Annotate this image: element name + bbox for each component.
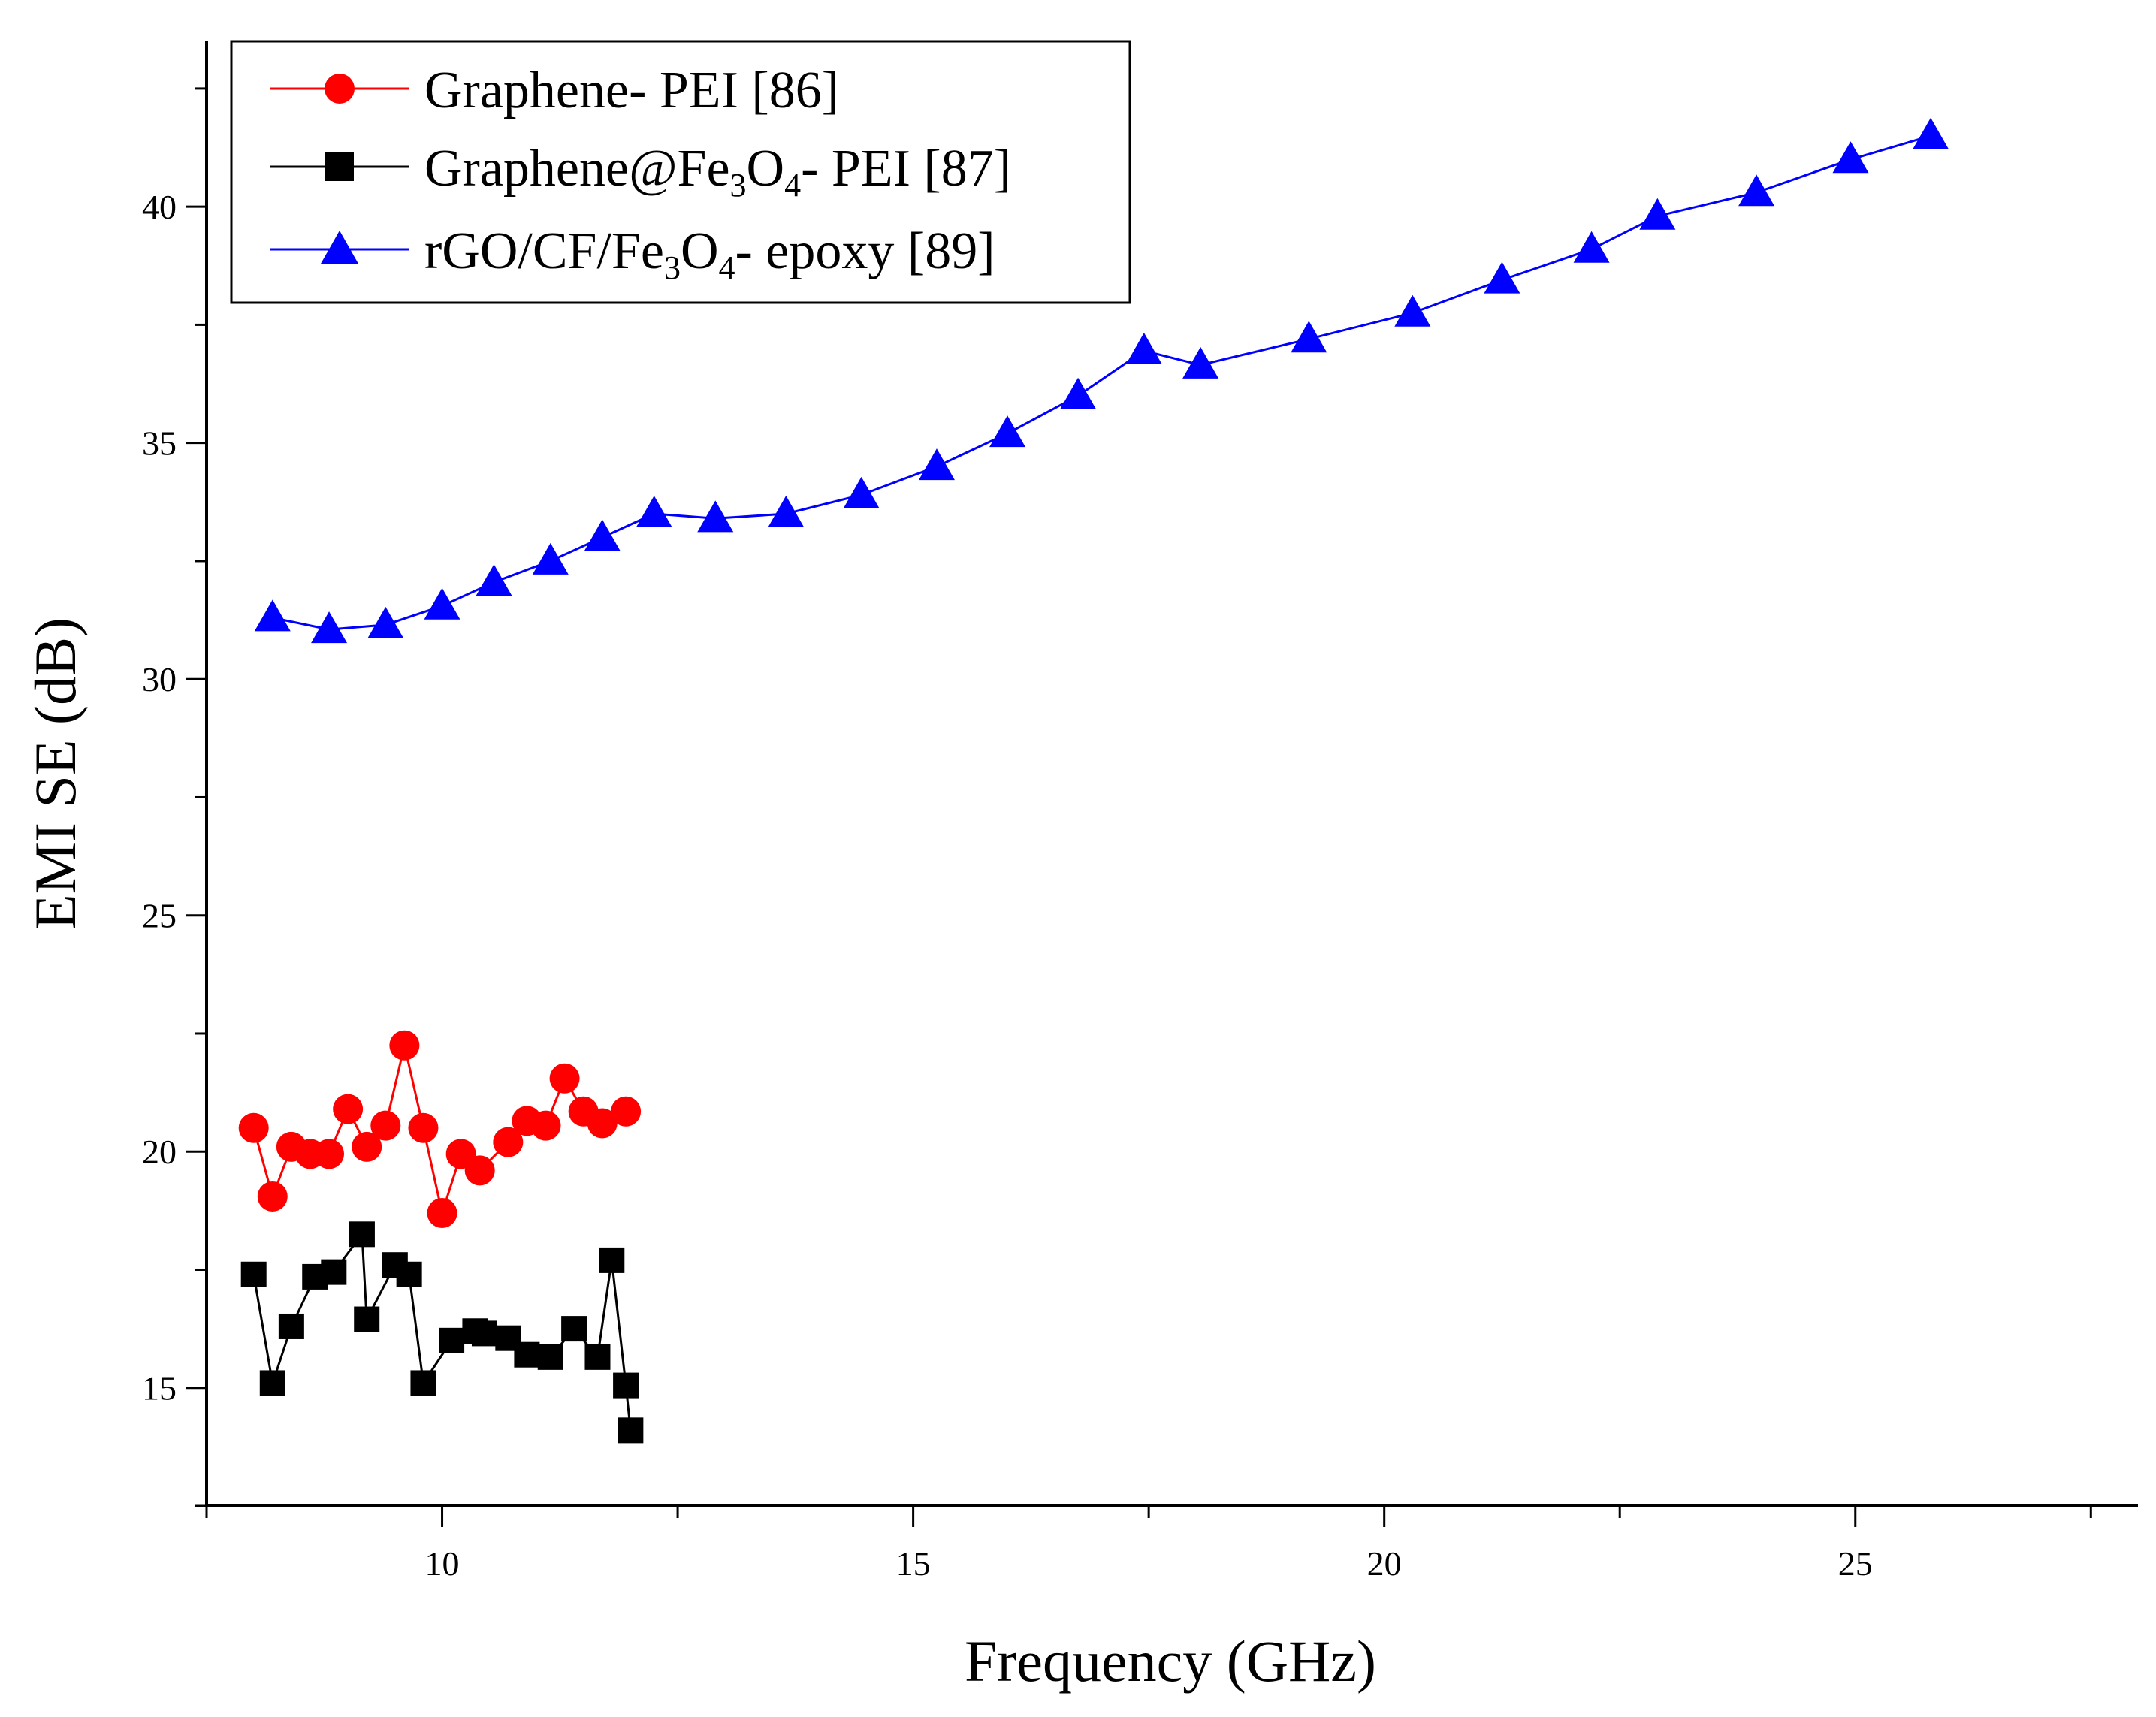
data-point <box>918 448 955 481</box>
legend-marker-circle <box>325 74 355 104</box>
data-point <box>587 1108 618 1139</box>
legend-entry-graphene-pei: Graphene- PEI [86] <box>270 62 839 119</box>
data-point <box>1182 346 1219 379</box>
data-point <box>476 564 512 596</box>
data-point <box>1291 321 1327 353</box>
series-0 <box>238 1030 642 1228</box>
data-point <box>561 1316 587 1342</box>
data-point <box>697 500 734 533</box>
data-point <box>530 1110 561 1141</box>
x-tick-label: 10 <box>425 1544 460 1583</box>
data-point <box>611 1096 642 1127</box>
legend-marker-triangle <box>321 231 358 264</box>
data-point <box>427 1198 457 1228</box>
legend-label-graphene-pei: Graphene- PEI [86] <box>424 62 839 119</box>
data-point <box>532 542 569 575</box>
data-point <box>989 415 1026 448</box>
data-point <box>843 476 880 508</box>
data-point <box>493 1127 524 1157</box>
data-point <box>370 1110 401 1141</box>
data-point <box>439 1327 465 1353</box>
data-point <box>259 1370 285 1396</box>
x-ticks: 10 15 20 25 <box>205 1506 2092 1583</box>
data-point <box>514 1341 540 1368</box>
y-axis-title: EMI SE (dB) <box>23 617 88 930</box>
y-tick-label: 25 <box>142 897 177 935</box>
y-tick-label: 15 <box>142 1369 177 1408</box>
data-point <box>333 1094 364 1124</box>
data-point <box>257 1181 288 1212</box>
data-point <box>367 606 404 638</box>
data-point <box>618 1417 644 1444</box>
series-1 <box>240 1221 644 1444</box>
data-point <box>1484 261 1520 294</box>
data-point <box>584 1344 611 1370</box>
data-point <box>240 1261 267 1287</box>
data-point <box>1394 294 1431 327</box>
data-point <box>599 1247 625 1273</box>
series-layer <box>238 117 1949 1444</box>
data-point <box>1573 231 1610 263</box>
data-point <box>471 1320 497 1347</box>
data-point <box>254 599 291 632</box>
data-point <box>321 1259 347 1285</box>
data-point <box>613 1372 639 1399</box>
y-tick-label: 20 <box>142 1133 177 1171</box>
y-tick-label: 30 <box>142 660 177 699</box>
data-point <box>1738 174 1775 207</box>
legend-box <box>230 40 1131 304</box>
data-point <box>396 1261 422 1287</box>
data-point <box>1125 333 1162 365</box>
data-point <box>464 1155 495 1186</box>
x-tick-label: 15 <box>896 1544 931 1583</box>
data-point <box>1639 198 1676 230</box>
data-point <box>636 496 672 528</box>
x-tick-label: 25 <box>1838 1544 1873 1583</box>
data-point <box>1913 117 1949 149</box>
axes-layer <box>205 41 2138 1507</box>
data-point <box>1060 377 1097 409</box>
data-point <box>314 1139 345 1169</box>
data-point <box>549 1063 580 1094</box>
data-point <box>1832 141 1869 174</box>
x-axis-title: Frequency (GHz) <box>965 1628 1376 1694</box>
data-point <box>278 1313 304 1339</box>
series-2 <box>254 117 1949 644</box>
y-ticks: 15 20 25 30 35 40 <box>142 87 207 1507</box>
data-point <box>768 496 805 528</box>
legend-marker-square <box>325 152 354 181</box>
data-point <box>354 1306 380 1332</box>
legend-label-rgo-cf-fe3o4-epoxy: rGO/CF/Fe3O4- epoxy [89] <box>424 222 995 286</box>
legend-entry-rgo-cf-fe3o4-epoxy: rGO/CF/Fe3O4- epoxy [89] <box>270 222 995 286</box>
legend-entry-graphene-fe3o4-pei: Graphene@Fe3O4- PEI [87] <box>270 140 1011 204</box>
data-point <box>238 1112 269 1143</box>
data-point <box>349 1221 375 1248</box>
data-point <box>311 611 348 644</box>
legend-label-graphene-fe3o4-pei: Graphene@Fe3O4- PEI [87] <box>424 140 1011 204</box>
data-point <box>408 1112 439 1143</box>
data-point <box>352 1131 382 1162</box>
data-point <box>424 587 460 620</box>
y-tick-label: 35 <box>142 424 177 463</box>
data-point <box>584 519 621 551</box>
data-point <box>537 1344 563 1370</box>
data-point <box>410 1370 436 1396</box>
legend: Graphene- PEI [86] Graphene@Fe3O4- PEI [… <box>230 40 1131 304</box>
x-tick-label: 20 <box>1367 1544 1402 1583</box>
data-point <box>389 1030 420 1061</box>
y-tick-label: 40 <box>142 188 177 226</box>
